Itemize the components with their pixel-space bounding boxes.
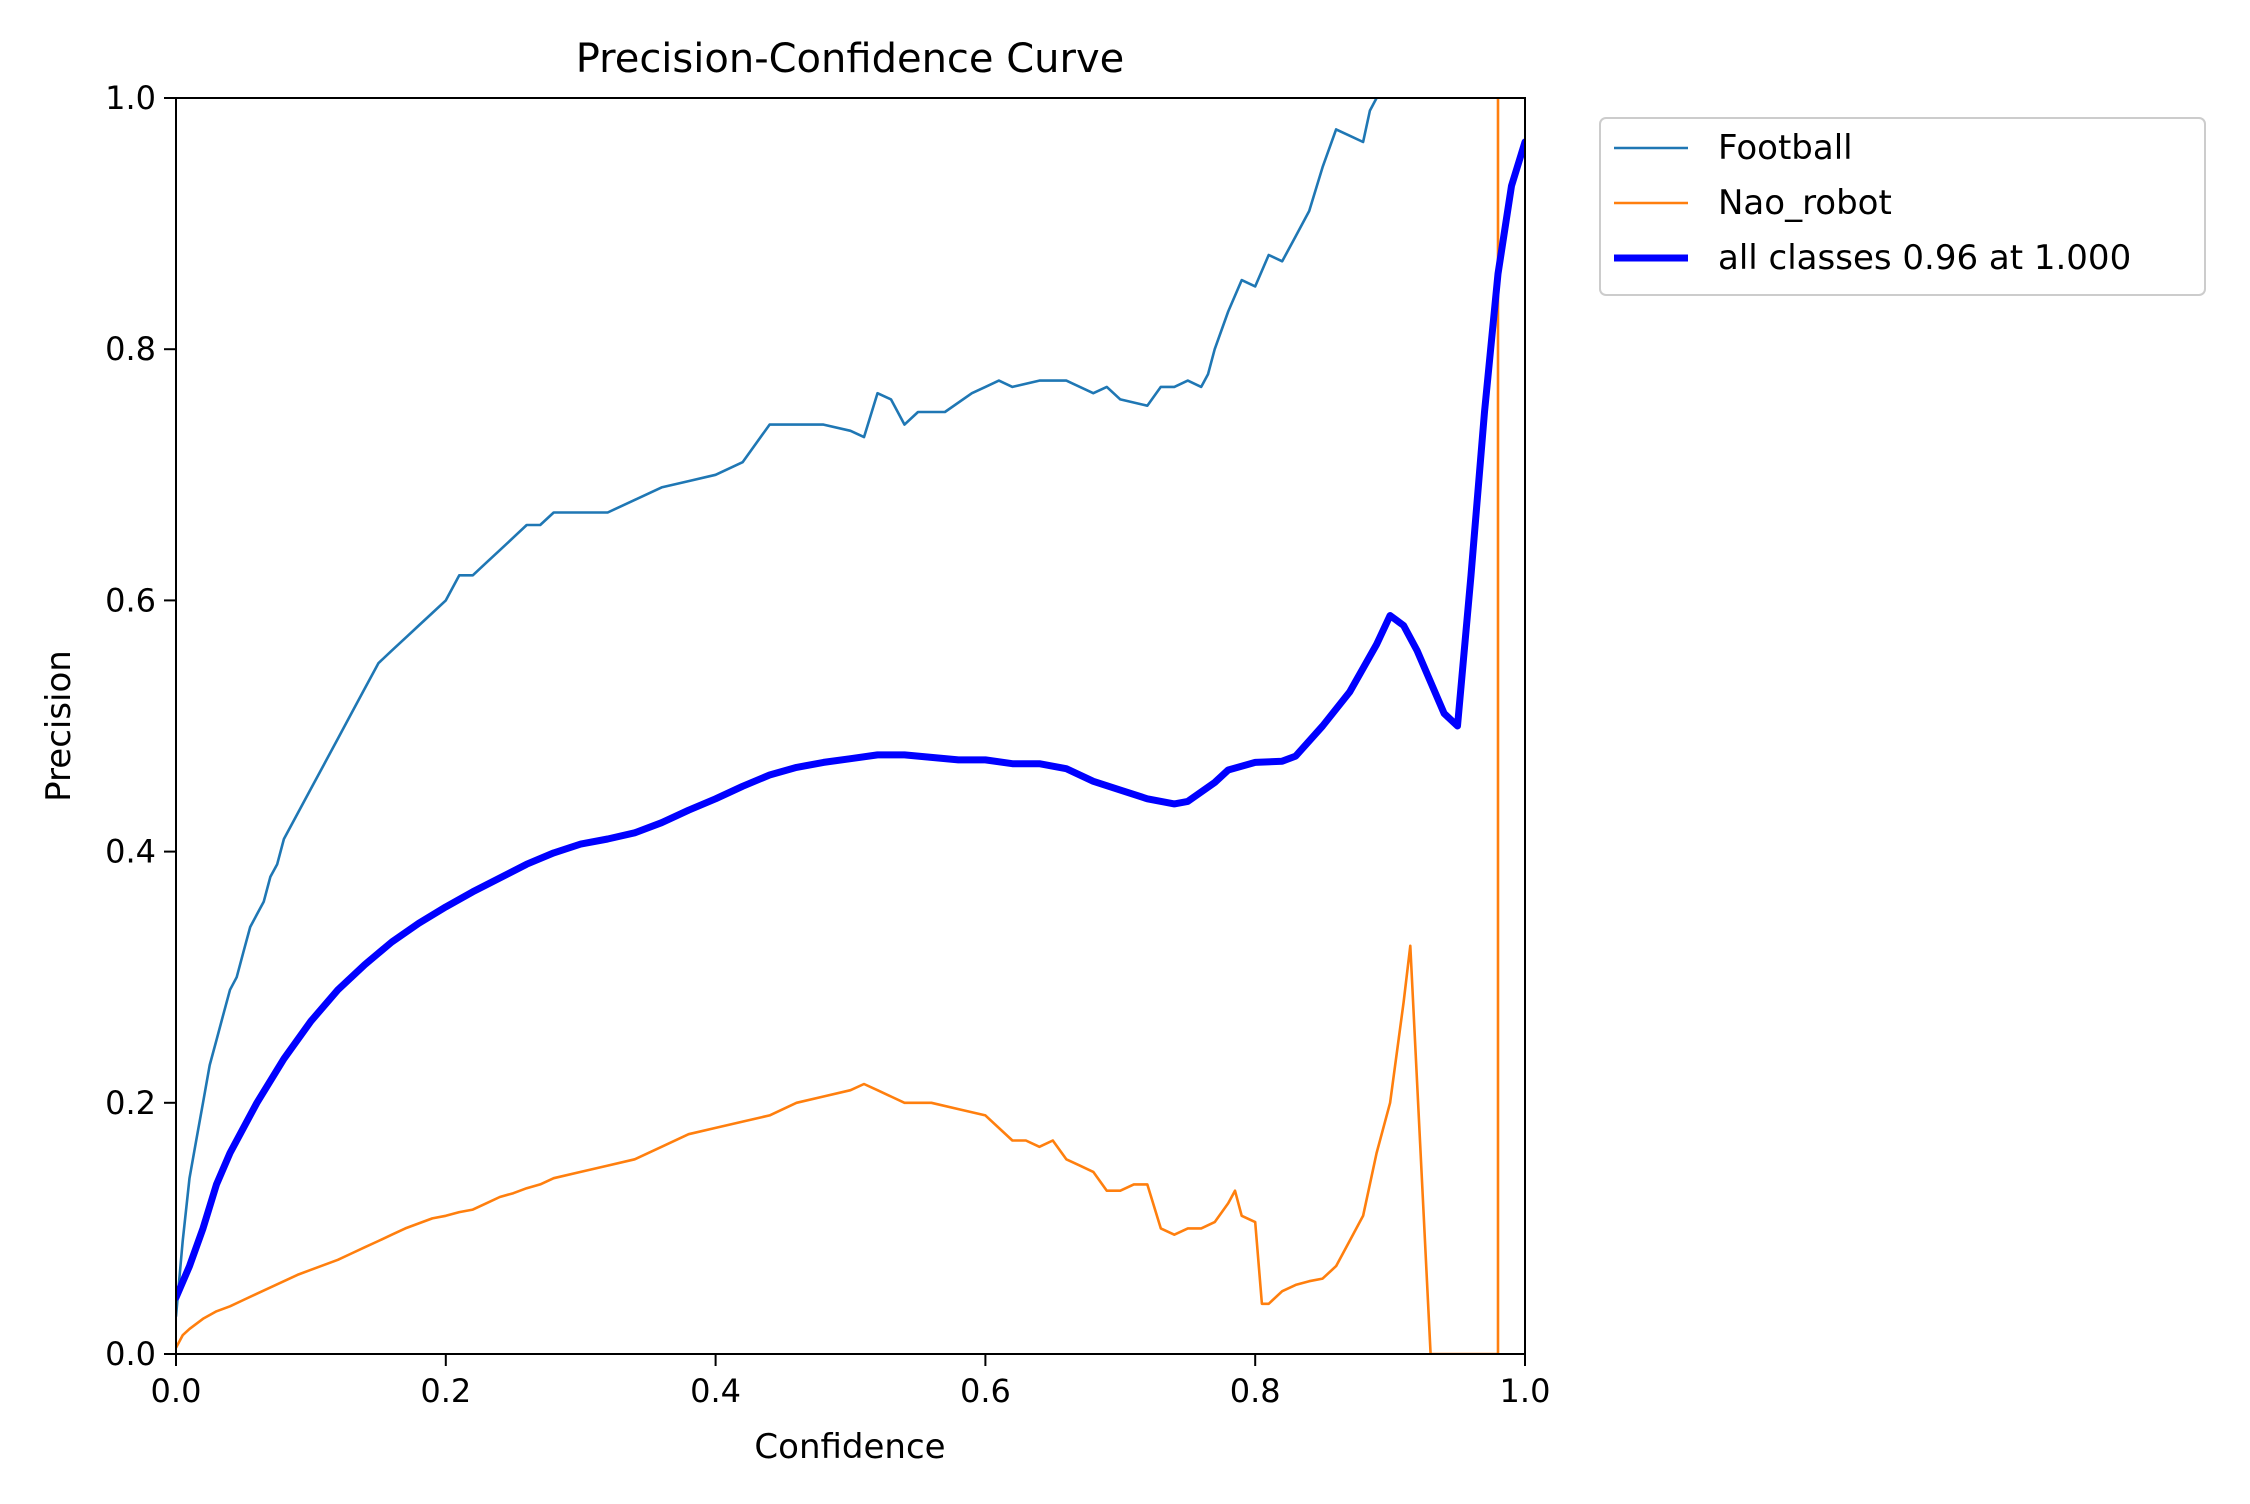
legend-box bbox=[1599, 117, 2206, 296]
x-axis-ticks: 0.0 0.2 0.4 0.6 0.8 1.0 bbox=[151, 1354, 1551, 1410]
y-axis-label: Precision bbox=[39, 650, 79, 802]
legend-label-0: Football bbox=[1718, 128, 1853, 168]
x-tick-label: 0.2 bbox=[420, 1372, 471, 1410]
series-layer bbox=[176, 97, 1525, 1355]
x-tick-label: 1.0 bbox=[1500, 1372, 1551, 1410]
x-tick-label: 0.8 bbox=[1230, 1372, 1281, 1410]
x-tick-label: 0.0 bbox=[151, 1372, 202, 1410]
y-tick-label: 0.0 bbox=[105, 1335, 156, 1373]
x-tick-label: 0.4 bbox=[690, 1372, 741, 1410]
y-tick-label: 0.8 bbox=[105, 330, 156, 368]
chart-title: Precision-Confidence Curve bbox=[576, 36, 1125, 82]
series-line-1 bbox=[176, 97, 1500, 1355]
y-tick-label: 1.0 bbox=[105, 79, 156, 117]
y-tick-label: 0.6 bbox=[105, 581, 156, 619]
series-line-0 bbox=[176, 97, 1378, 1318]
plot-frame bbox=[175, 97, 1526, 1355]
x-tick-label: 0.6 bbox=[960, 1372, 1011, 1410]
x-axis-label: Confidence bbox=[754, 1427, 945, 1467]
legend-label-1: Nao_robot bbox=[1718, 183, 1892, 223]
y-axis-ticks: 0.0 0.2 0.4 0.6 0.8 1.0 bbox=[105, 79, 176, 1373]
series-line-2 bbox=[176, 138, 1525, 1301]
legend-label-2: all classes 0.96 at 1.000 bbox=[1718, 238, 2131, 278]
y-tick-label: 0.2 bbox=[105, 1084, 156, 1122]
y-tick-label: 0.4 bbox=[105, 833, 156, 871]
